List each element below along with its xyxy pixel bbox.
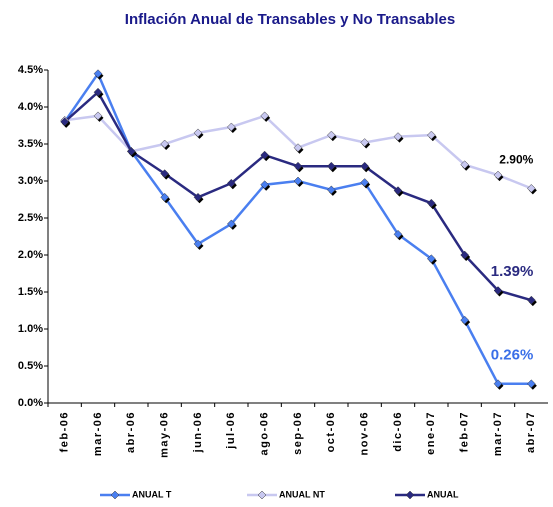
marker <box>126 147 136 156</box>
marker <box>326 130 336 140</box>
y-tick-label: 4.0% <box>18 101 43 113</box>
x-tick-label: may-06 <box>159 411 171 458</box>
x-tick-label: dic-06 <box>392 411 404 452</box>
legend-item: ANUAL NT <box>247 489 325 499</box>
marker <box>393 132 403 141</box>
legend-label: ANUAL NT <box>279 489 325 499</box>
data-label: 1.39% <box>491 263 534 280</box>
x-tick-label: sep-06 <box>292 411 304 455</box>
y-tick-label: 1.5% <box>18 286 43 298</box>
marker <box>426 198 436 208</box>
x-tick-label: abr-07 <box>525 411 537 453</box>
marker <box>60 117 70 127</box>
marker <box>326 185 336 195</box>
marker <box>526 295 536 305</box>
marker <box>160 192 170 202</box>
marker <box>193 192 203 202</box>
x-tick-label: abr-06 <box>125 411 137 453</box>
marker <box>460 315 470 325</box>
x-tick-label: jul-06 <box>225 411 237 450</box>
chart-title: Inflación Anual de Transables y No Trans… <box>125 11 455 28</box>
marker <box>493 379 503 389</box>
marker <box>393 186 403 195</box>
data-label: 2.90% <box>499 153 533 167</box>
marker <box>193 128 203 138</box>
marker <box>93 111 103 121</box>
marker <box>393 229 403 239</box>
series-line <box>63 90 532 302</box>
legend-item: ANUAL T <box>100 489 172 499</box>
marker <box>493 286 503 295</box>
legend-item: ANUAL <box>395 489 459 499</box>
marker <box>460 250 470 260</box>
marker <box>226 219 236 229</box>
x-tick-label: ene-07 <box>425 411 437 455</box>
marker <box>493 170 503 180</box>
marker <box>226 178 236 188</box>
marker <box>526 184 536 193</box>
marker <box>293 161 303 171</box>
marker <box>93 69 103 79</box>
marker <box>360 178 370 187</box>
x-tick-label: mar-06 <box>92 411 104 456</box>
y-tick-label: 4.5% <box>18 64 43 76</box>
marker <box>293 143 303 153</box>
y-tick-label: 3.0% <box>18 175 43 187</box>
marker <box>160 169 170 178</box>
x-tick-label: mar-07 <box>492 411 504 456</box>
marker <box>360 138 370 147</box>
series-line <box>63 71 532 386</box>
marker <box>526 379 536 389</box>
marker <box>93 87 103 97</box>
x-tick-label: ago-06 <box>259 411 271 455</box>
y-tick-label: 0.5% <box>18 360 43 372</box>
legend-marker <box>257 490 267 500</box>
x-tick-label: feb-06 <box>59 411 71 452</box>
y-tick-label: 3.5% <box>18 138 43 150</box>
marker <box>160 139 170 149</box>
x-tick-label: oct-06 <box>325 411 337 452</box>
marker <box>460 160 470 170</box>
marker <box>260 180 270 190</box>
legend-label: ANUAL T <box>132 489 172 499</box>
marker <box>260 150 270 160</box>
marker <box>226 122 236 132</box>
marker <box>426 130 436 140</box>
marker <box>426 254 436 264</box>
x-tick-label: nov-06 <box>359 411 371 455</box>
marker <box>293 176 303 186</box>
legend-label: ANUAL <box>427 489 459 499</box>
marker <box>326 161 336 171</box>
y-tick-label: 2.0% <box>18 249 43 261</box>
y-tick-label: 2.5% <box>18 212 43 224</box>
legend-marker <box>405 490 415 500</box>
x-tick-label: feb-07 <box>459 411 471 452</box>
marker <box>360 161 370 171</box>
x-tick-label: jun-06 <box>192 411 204 453</box>
legend-marker <box>110 490 120 500</box>
y-tick-label: 1.0% <box>18 323 43 335</box>
data-label: 0.26% <box>491 347 534 364</box>
y-tick-label: 0.0% <box>18 397 43 409</box>
marker <box>260 111 270 121</box>
marker <box>193 239 203 249</box>
